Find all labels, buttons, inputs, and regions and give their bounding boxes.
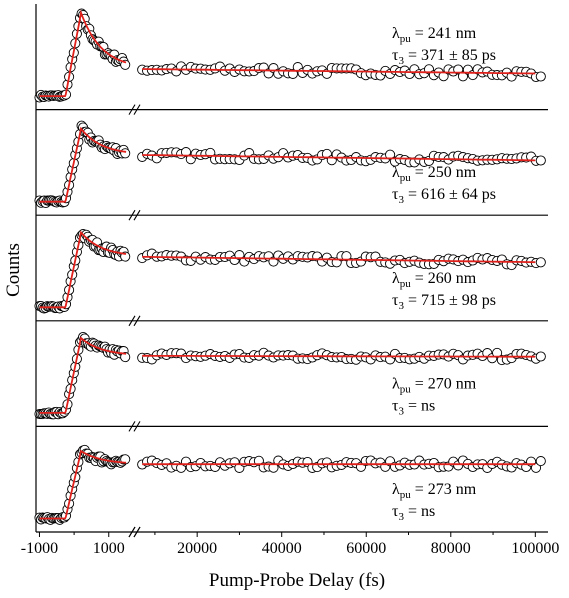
- wavelength-label: λpu = 260 nm: [392, 270, 477, 290]
- x-tick-label: 100000: [511, 540, 559, 557]
- x-tick-label: 1000: [93, 540, 125, 557]
- label-subscript: pu: [400, 172, 412, 184]
- label-subscript: pu: [400, 383, 412, 395]
- x-tick-label: 20000: [177, 540, 217, 557]
- label-symbol: λ: [392, 270, 400, 287]
- label-symbol: τ: [392, 397, 399, 414]
- label-value: = ns: [404, 503, 435, 520]
- x-tick-label: 40000: [262, 540, 302, 557]
- label-symbol: τ: [392, 186, 399, 203]
- label-subscript: 3: [398, 55, 404, 67]
- data-point: [120, 454, 131, 465]
- x-tick-label: -1000: [21, 540, 58, 557]
- label-subscript: 3: [398, 194, 404, 206]
- chart-frame: [35, 4, 548, 533]
- label-subscript: 3: [398, 511, 404, 523]
- label-subscript: 3: [398, 300, 404, 312]
- label-symbol: τ: [392, 503, 399, 520]
- x-tick-label: 60000: [346, 540, 386, 557]
- label-value: = 371 ± 85 ps: [404, 47, 496, 64]
- data-point: [180, 147, 192, 158]
- fit-overlay-early: [39, 230, 127, 309]
- lifetime-label: τ3 = 715 ± 98 ps: [392, 292, 496, 312]
- fit-overlay-early: [39, 449, 127, 520]
- fit-overlay-early: [39, 9, 127, 97]
- label-value: = 241 nm: [411, 25, 477, 42]
- label-subscript: pu: [400, 278, 412, 290]
- axis-break-mark: [128, 526, 141, 538]
- lifetime-label: τ3 = ns: [392, 397, 435, 417]
- label-symbol: λ: [392, 375, 400, 392]
- label-symbol: λ: [392, 481, 400, 498]
- data-point: [535, 71, 546, 82]
- fit-overlay-long: [142, 154, 536, 162]
- data-point: [530, 462, 542, 473]
- axis-break-mark: [128, 104, 141, 115]
- fit-overlay-early: [39, 336, 127, 414]
- label-symbol: λ: [392, 25, 400, 42]
- x-axis-title: Pump-Probe Delay (fs): [209, 570, 385, 591]
- data-point: [535, 456, 546, 467]
- data-point: [535, 155, 546, 166]
- label-symbol: τ: [392, 292, 399, 309]
- x-tick-label: 80000: [431, 540, 471, 557]
- fit-overlay-long: [142, 68, 536, 75]
- label-value: = 616 ± 64 ps: [404, 186, 496, 203]
- axis-break-mark: [128, 209, 141, 221]
- x-axis: -1000 1000 20000 40000 60000 80000 100000: [21, 526, 559, 557]
- wavelength-label: λpu = 250 nm: [392, 164, 477, 184]
- data-point: [341, 251, 352, 262]
- wavelength-label: λpu = 241 nm: [392, 25, 477, 45]
- label-value: = 273 nm: [411, 481, 477, 498]
- axis-break-mark: [128, 315, 141, 327]
- lifetime-label: τ3 = 371 ± 85 ps: [392, 47, 496, 67]
- data-point: [120, 59, 131, 70]
- lifetime-label: τ3 = 616 ± 64 ps: [392, 186, 496, 206]
- label-value: = 260 nm: [411, 270, 477, 287]
- label-symbol: λ: [392, 164, 400, 181]
- fit-overlay-long: [142, 354, 536, 358]
- label-value: = 270 nm: [411, 375, 477, 392]
- label-subscript: pu: [400, 33, 412, 45]
- label-symbol: τ: [392, 47, 399, 64]
- y-axis-title: Counts: [3, 243, 24, 297]
- data-point: [535, 351, 546, 362]
- data-point: [120, 352, 131, 363]
- fit-overlay-early: [39, 126, 127, 203]
- wavelength-label: λpu = 273 nm: [392, 481, 477, 501]
- data-point: [268, 462, 279, 473]
- wavelength-label: λpu = 270 nm: [392, 375, 477, 395]
- data-point: [385, 149, 396, 160]
- fit-overlay-long: [142, 255, 536, 264]
- data-point: [535, 257, 546, 268]
- label-value: = 715 ± 98 ps: [404, 292, 496, 309]
- data-point: [120, 148, 131, 159]
- label-value: = 250 nm: [411, 164, 477, 181]
- axis-break-mark: [128, 421, 141, 432]
- lifetime-label: τ3 = ns: [392, 503, 435, 523]
- label-subscript: pu: [400, 489, 412, 501]
- label-value: = ns: [404, 397, 435, 414]
- label-subscript: 3: [398, 405, 404, 417]
